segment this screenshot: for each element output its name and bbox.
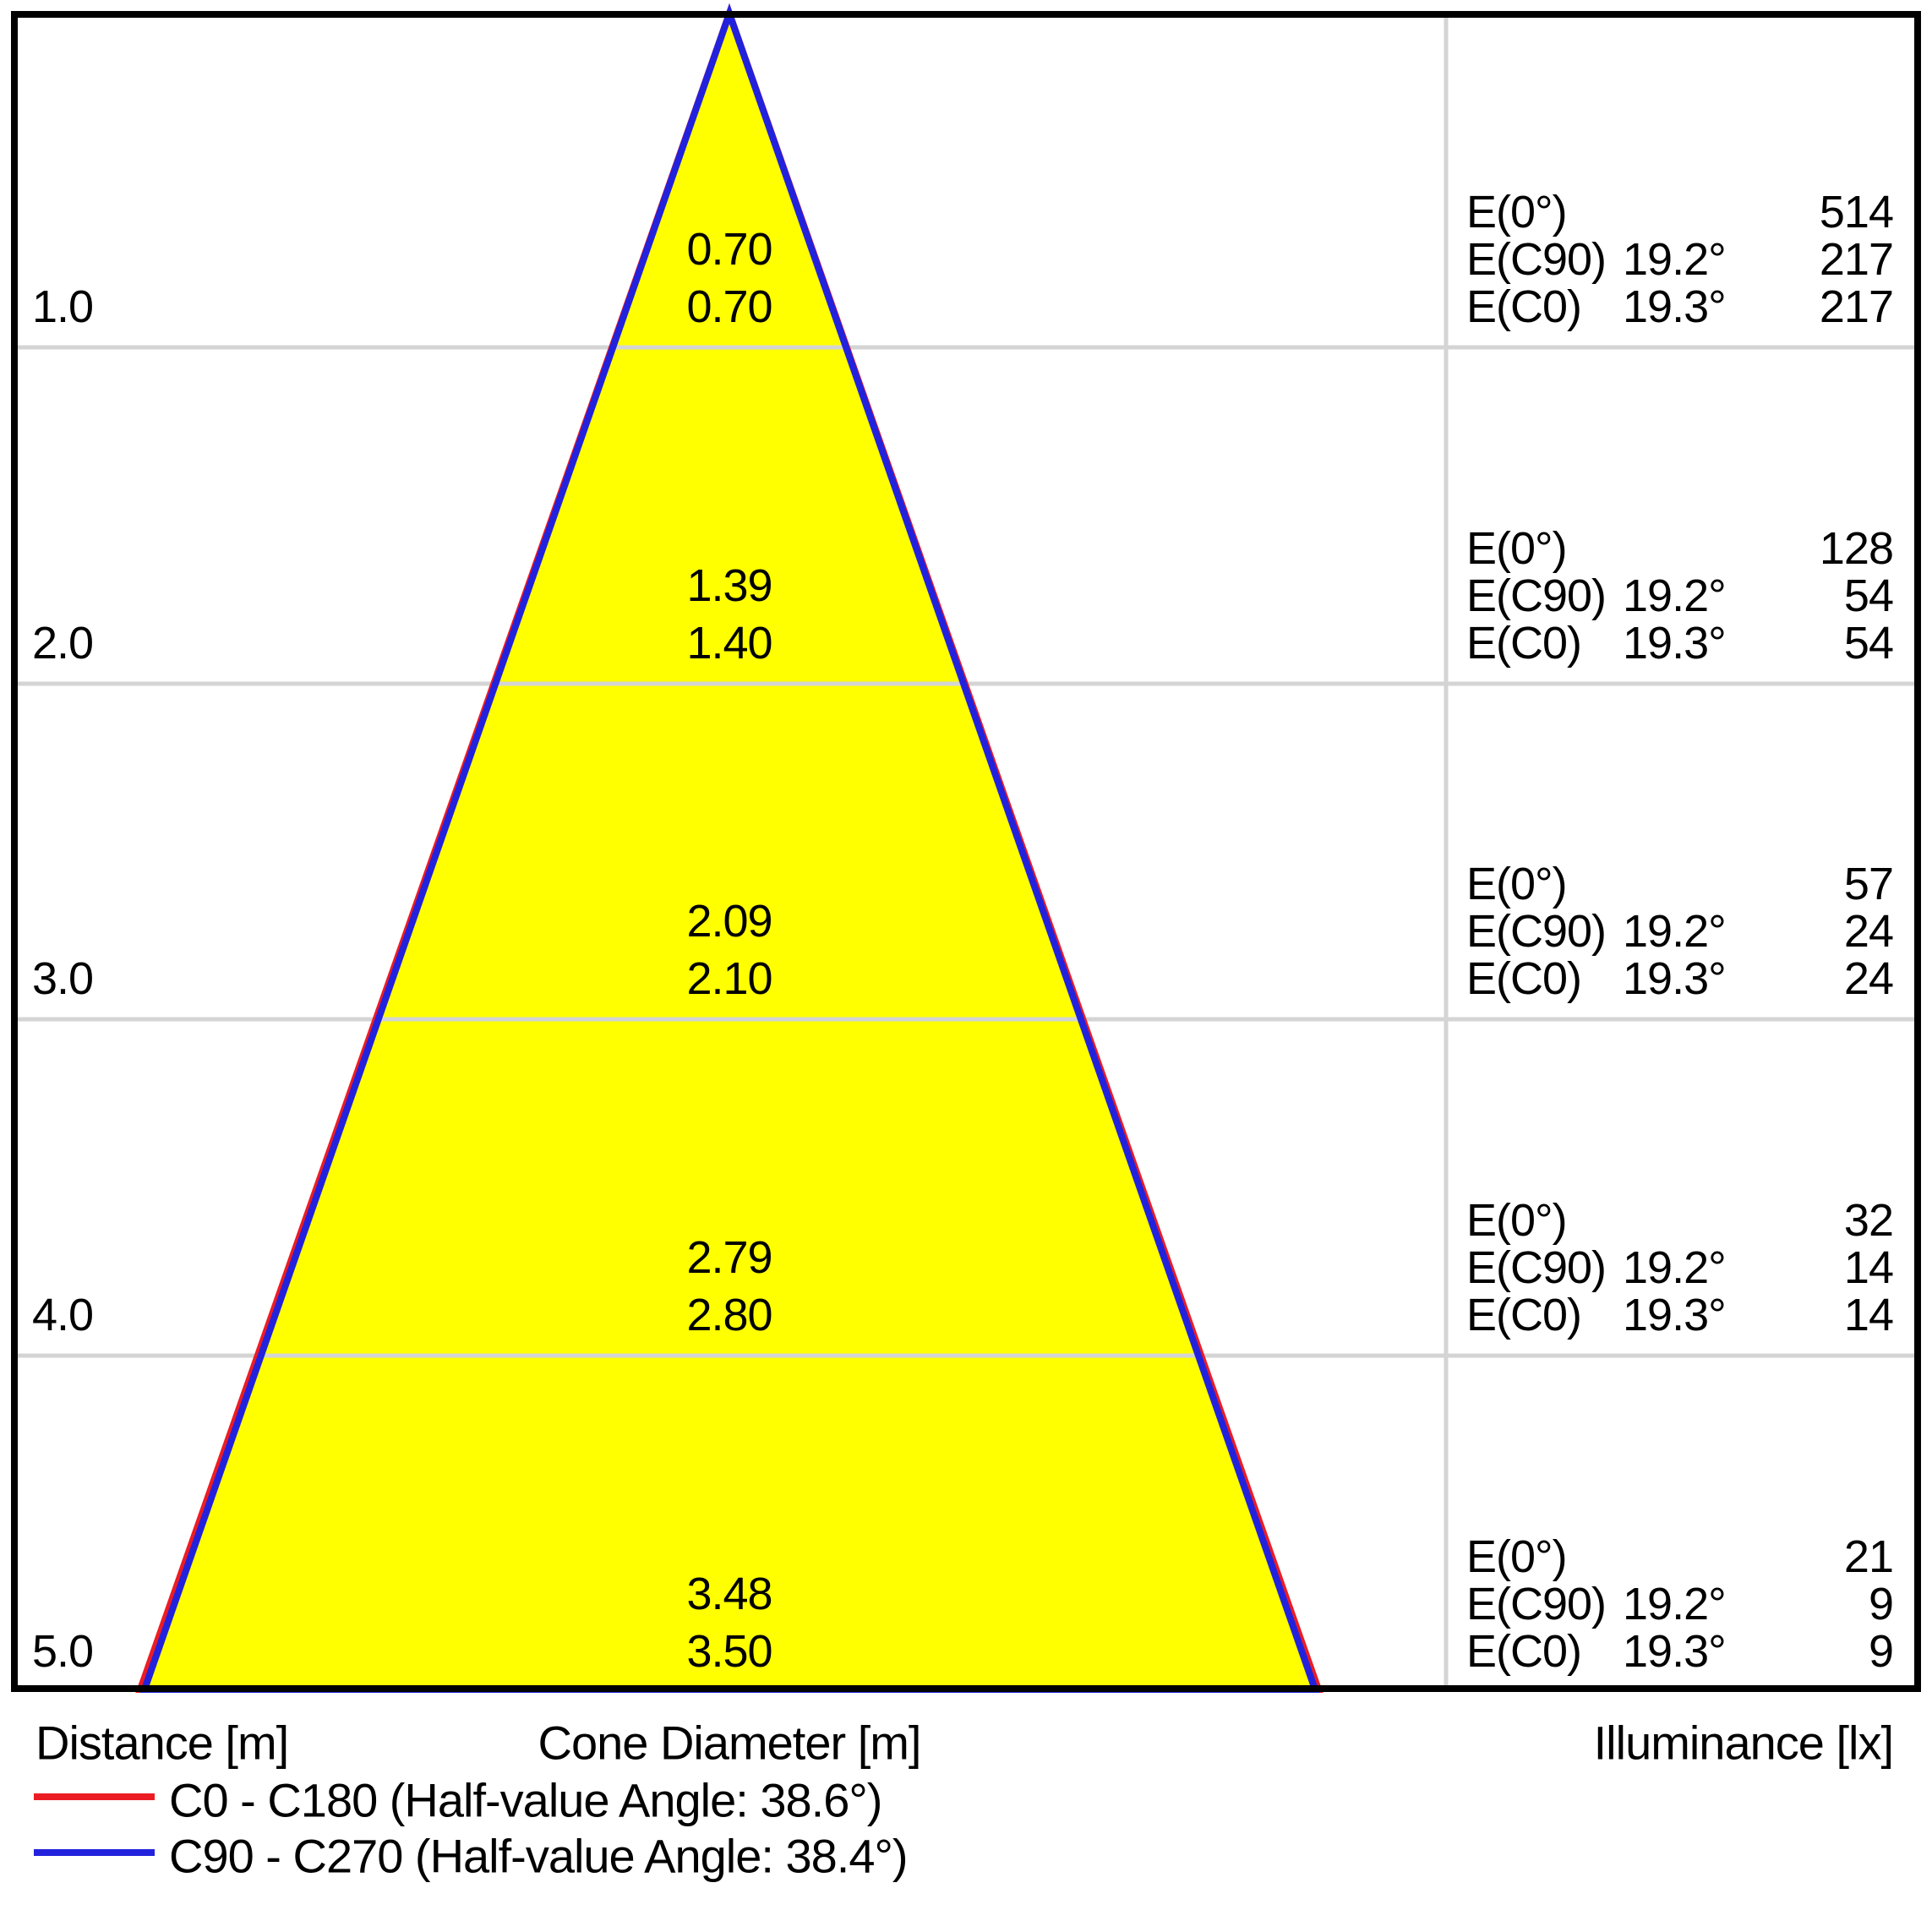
ec90-angle: 19.2°: [1623, 234, 1726, 285]
cone-diameter-c0: 1.40: [686, 618, 772, 669]
ec0-label: E(C0): [1466, 953, 1581, 1004]
ec90-label: E(C90): [1466, 1579, 1606, 1629]
axis-labels: Distance [m] Cone Diameter [m] Illuminan…: [35, 1716, 1894, 1770]
ec0-angle: 19.3°: [1623, 1290, 1726, 1340]
cone-diameter-c90: 3.48: [686, 1569, 772, 1619]
ec0-angle: 19.3°: [1623, 281, 1726, 332]
ec0-value: 24: [1844, 953, 1893, 1004]
cone-diameter-c90: 2.09: [686, 896, 772, 947]
e0-label: E(0°): [1466, 187, 1567, 237]
ec0-angle: 19.3°: [1623, 618, 1726, 669]
e0-value: 21: [1844, 1531, 1893, 1582]
distance-label: 1.0: [32, 281, 93, 332]
ec90-label: E(C90): [1466, 570, 1606, 621]
ec90-value: 9: [1869, 1579, 1893, 1629]
ec90-label: E(C90): [1466, 234, 1606, 285]
ec90-value: 14: [1844, 1242, 1893, 1293]
ec0-angle: 19.3°: [1623, 1626, 1726, 1677]
distance-axis-label: Distance [m]: [35, 1716, 288, 1770]
row-2m: 2.0 1.39 1.40 E(0°) 128 E(C90) 19.2° 54 …: [32, 523, 1894, 669]
e0-value: 128: [1820, 523, 1893, 574]
ec90-value: 24: [1844, 906, 1893, 957]
legend-c90-label: C90 - C270 (Half-value Angle: 38.4°): [169, 1830, 908, 1883]
ec90-angle: 19.2°: [1623, 1242, 1726, 1293]
distance-label: 3.0: [32, 953, 93, 1004]
ec0-label: E(C0): [1466, 618, 1581, 669]
cone-diameter-c90: 0.70: [686, 224, 772, 275]
legend-c0-label: C0 - C180 (Half-value Angle: 38.6°): [169, 1774, 881, 1827]
row-1m: 1.0 0.70 0.70 E(0°) 514 E(C90) 19.2° 217…: [32, 187, 1894, 332]
e0-label: E(0°): [1466, 859, 1567, 909]
e0-label: E(0°): [1466, 523, 1567, 574]
distance-label: 2.0: [32, 618, 93, 669]
ec90-angle: 19.2°: [1623, 570, 1726, 621]
ec0-label: E(C0): [1466, 1626, 1581, 1677]
distance-label: 4.0: [32, 1290, 93, 1340]
cone-diameter-c0: 3.50: [686, 1626, 772, 1677]
cone-diameter-c0: 0.70: [686, 281, 772, 332]
row-5m: 5.0 3.48 3.50 E(0°) 21 E(C90) 19.2° 9 E(…: [32, 1531, 1894, 1677]
e0-value: 32: [1844, 1195, 1893, 1246]
ec90-angle: 19.2°: [1623, 1579, 1726, 1629]
ec0-label: E(C0): [1466, 281, 1581, 332]
ec90-angle: 19.2°: [1623, 906, 1726, 957]
ec0-value: 14: [1844, 1290, 1893, 1340]
ec90-value: 54: [1844, 570, 1893, 621]
e0-value: 57: [1844, 859, 1893, 909]
row-4m: 4.0 2.79 2.80 E(0°) 32 E(C90) 19.2° 14 E…: [32, 1195, 1894, 1340]
cone-diameter-c90: 1.39: [686, 560, 772, 611]
ec90-label: E(C90): [1466, 906, 1606, 957]
light-cone-fill: [140, 14, 1318, 1689]
e0-label: E(0°): [1466, 1531, 1567, 1582]
ec0-value: 54: [1844, 618, 1893, 669]
legend: C0 - C180 (Half-value Angle: 38.6°) C90 …: [34, 1774, 909, 1883]
e0-value: 514: [1820, 187, 1893, 237]
cone-diameter-c90: 2.79: [686, 1232, 772, 1283]
table-border: [11, 11, 1921, 1692]
ec0-value: 9: [1869, 1626, 1893, 1677]
ec0-label: E(C0): [1466, 1290, 1581, 1340]
row-3m: 3.0 2.09 2.10 E(0°) 57 E(C90) 19.2° 24 E…: [32, 859, 1894, 1004]
ec90-value: 217: [1820, 234, 1893, 285]
cone-diameter-c0: 2.10: [686, 953, 772, 1004]
ec0-angle: 19.3°: [1623, 953, 1726, 1004]
illuminance-axis-label: Illuminance [lx]: [1594, 1716, 1893, 1770]
ec90-label: E(C90): [1466, 1242, 1606, 1293]
ec0-value: 217: [1820, 281, 1893, 332]
distance-label: 5.0: [32, 1626, 93, 1677]
cone-diameter-axis-label: Cone Diameter [m]: [538, 1716, 921, 1770]
cone-diameter-c0: 2.80: [686, 1290, 772, 1340]
e0-label: E(0°): [1466, 1195, 1567, 1246]
